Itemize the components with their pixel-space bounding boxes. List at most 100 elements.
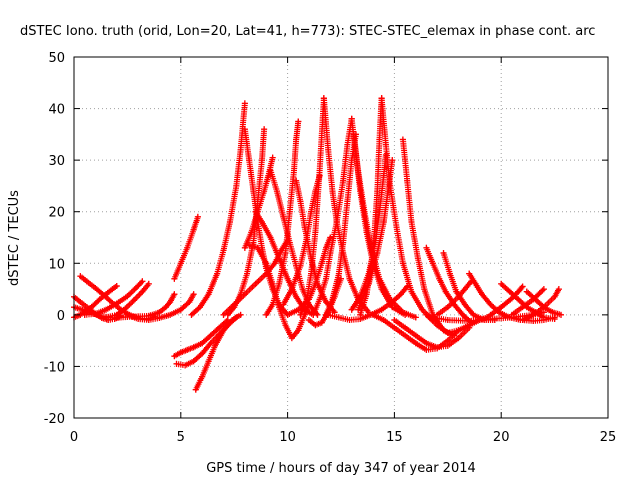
data-point — [207, 340, 214, 347]
data-point — [355, 306, 362, 313]
data-point — [472, 280, 479, 287]
data-point — [323, 244, 330, 251]
data-point — [288, 335, 295, 342]
data-point — [194, 213, 201, 220]
data-point — [444, 317, 451, 324]
data-point — [190, 358, 197, 365]
data-point — [444, 337, 451, 344]
data-point — [320, 95, 327, 102]
data-point — [532, 296, 539, 303]
data-point — [113, 282, 120, 289]
y-tick-label: 40 — [48, 103, 65, 118]
data-point — [423, 311, 430, 318]
data-point — [241, 244, 248, 251]
data-point — [446, 270, 453, 277]
series-path — [188, 100, 248, 318]
data-point — [399, 260, 406, 267]
data-point — [237, 311, 244, 318]
data-point — [540, 286, 547, 293]
data-point — [211, 342, 218, 349]
data-point — [246, 157, 253, 164]
data-point — [184, 346, 191, 353]
data-point — [207, 332, 214, 339]
y-tick-label: 0 — [57, 309, 65, 324]
data-point — [370, 311, 377, 318]
data-point — [380, 219, 387, 226]
data-point — [241, 126, 248, 133]
data-point — [273, 188, 280, 195]
data-point — [444, 342, 451, 349]
data-point — [220, 247, 227, 254]
data-point — [461, 301, 468, 308]
data-point — [229, 317, 236, 324]
data-point — [244, 270, 251, 277]
data-point — [132, 285, 139, 292]
data-point — [124, 293, 131, 300]
data-point — [310, 311, 317, 318]
data-point — [182, 362, 189, 369]
data-point — [389, 298, 396, 305]
data-point — [186, 298, 193, 305]
data-point — [250, 188, 257, 195]
x-tick-label: 15 — [386, 430, 403, 445]
series-35 — [355, 157, 396, 313]
series-11 — [192, 311, 244, 393]
series-29 — [350, 131, 419, 321]
data-point — [308, 270, 315, 277]
data-point — [444, 304, 451, 311]
y-tick-label: -10 — [44, 360, 65, 375]
data-point — [357, 311, 364, 318]
data-point — [248, 229, 255, 236]
data-point — [327, 249, 334, 256]
data-point — [335, 314, 342, 321]
data-point — [551, 293, 558, 300]
data-point — [340, 239, 347, 246]
data-point — [436, 275, 443, 282]
data-point — [515, 296, 522, 303]
data-point — [558, 311, 565, 318]
data-point — [382, 141, 389, 148]
data-point — [171, 291, 178, 298]
data-point — [297, 198, 304, 205]
x-tick-label: 20 — [493, 430, 510, 445]
data-point — [261, 188, 268, 195]
data-point — [429, 260, 436, 267]
data-point — [303, 296, 310, 303]
data-point — [344, 141, 351, 148]
data-point — [241, 100, 248, 107]
data-point — [250, 239, 257, 246]
data-point — [214, 270, 221, 277]
data-point — [376, 136, 383, 143]
data-point — [162, 304, 169, 311]
data-point — [282, 249, 289, 256]
data-point — [389, 157, 396, 164]
data-point — [453, 288, 460, 295]
data-point — [318, 319, 325, 326]
data-point — [498, 304, 505, 311]
data-point — [205, 291, 212, 298]
data-point — [344, 198, 351, 205]
data-point — [312, 280, 319, 287]
data-point — [540, 309, 547, 316]
data-point — [434, 311, 441, 318]
data-point — [258, 219, 265, 226]
series-49 — [523, 288, 565, 318]
data-point — [267, 234, 274, 241]
data-point — [269, 280, 276, 287]
data-point — [412, 340, 419, 347]
data-point — [423, 346, 430, 353]
data-point — [297, 311, 304, 318]
data-point — [199, 350, 206, 357]
data-point — [498, 280, 505, 287]
data-point — [551, 314, 558, 321]
x-tick-label: 0 — [70, 430, 78, 445]
plot-frame — [73, 56, 609, 419]
data-point — [284, 311, 291, 318]
data-point — [156, 314, 163, 321]
data-point — [346, 275, 353, 282]
data-point — [397, 291, 404, 298]
chart-title: dSTEC Iono. truth (orid, Lon=20, Lat=41,… — [20, 24, 595, 39]
data-point — [293, 177, 300, 184]
data-point — [216, 324, 223, 331]
data-point — [293, 262, 300, 269]
